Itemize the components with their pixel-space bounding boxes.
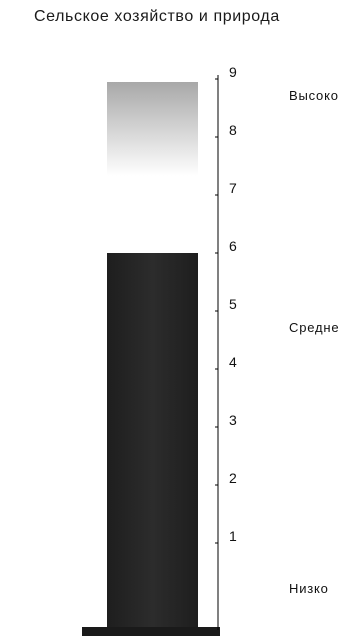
- level-label: Низко: [289, 581, 329, 596]
- gauge-empty-area: [107, 82, 198, 253]
- y-tick-label: 2: [229, 470, 237, 486]
- y-axis-ticks: 1 2 3 4 5 6 7 8 9: [215, 64, 237, 544]
- chart-title: Сельское хозяйство и природа: [34, 8, 280, 25]
- y-tick-label: 1: [229, 528, 237, 544]
- level-label: Средне: [289, 320, 339, 335]
- y-tick-label: 3: [229, 412, 237, 428]
- y-tick-label: 8: [229, 122, 237, 138]
- level-labels: Высоко Средне Низко: [289, 88, 339, 596]
- y-tick-label: 6: [229, 238, 237, 254]
- gauge-fill-bar: [107, 253, 198, 630]
- gauge-base: [82, 627, 220, 636]
- y-tick-label: 7: [229, 180, 237, 196]
- y-tick-label: 5: [229, 296, 237, 312]
- level-label: Высоко: [289, 88, 339, 103]
- y-tick-label: 4: [229, 354, 237, 370]
- y-tick-label: 9: [229, 64, 237, 80]
